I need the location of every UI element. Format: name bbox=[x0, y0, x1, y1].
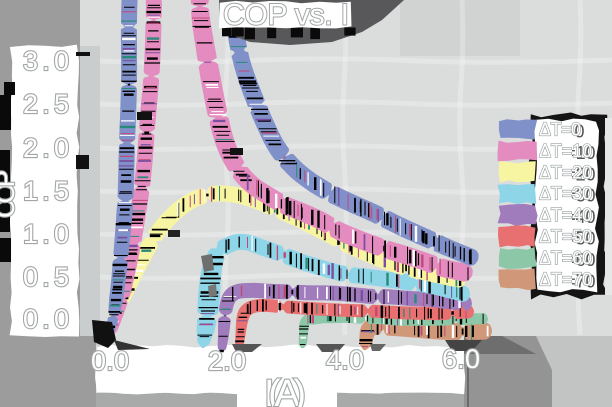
svg-text:0.0: 0.0 bbox=[23, 304, 69, 334]
svg-text:ΔT=60: ΔT=60 bbox=[543, 250, 596, 270]
svg-text:ΔT=40: ΔT=40 bbox=[543, 207, 596, 227]
svg-text:ΔT=10: ΔT=10 bbox=[539, 141, 592, 161]
svg-text:ΔT=0: ΔT=0 bbox=[543, 122, 585, 142]
svg-text:ΔT=10: ΔT=10 bbox=[543, 143, 596, 163]
svg-text:1.5: 1.5 bbox=[23, 176, 69, 206]
svg-text:6.0: 6.0 bbox=[442, 344, 480, 374]
svg-text:2.0: 2.0 bbox=[208, 346, 246, 376]
svg-text:I(A): I(A) bbox=[264, 373, 306, 407]
svg-text:COP vs. I: COP vs. I bbox=[223, 0, 349, 32]
svg-text:0.0: 0.0 bbox=[91, 346, 129, 376]
svg-text:1.0: 1.0 bbox=[23, 219, 69, 249]
svg-text:ΔT=20: ΔT=20 bbox=[543, 164, 596, 184]
svg-text:ΔT=30: ΔT=30 bbox=[539, 184, 592, 204]
svg-text:2.0: 2.0 bbox=[23, 133, 69, 163]
svg-text:4.0: 4.0 bbox=[326, 345, 364, 375]
svg-text:COP: COP bbox=[0, 170, 20, 218]
svg-text:ΔT=20: ΔT=20 bbox=[539, 162, 592, 182]
svg-text:ΔT=30: ΔT=30 bbox=[543, 186, 596, 206]
svg-text:ΔT=50: ΔT=50 bbox=[543, 229, 596, 249]
svg-text:0.5: 0.5 bbox=[23, 262, 69, 292]
svg-text:ΔT=40: ΔT=40 bbox=[539, 205, 592, 225]
svg-text:3.0: 3.0 bbox=[23, 46, 69, 76]
svg-text:ΔT=0: ΔT=0 bbox=[539, 120, 581, 140]
svg-text:2.5: 2.5 bbox=[23, 89, 69, 119]
svg-text:ΔT=70: ΔT=70 bbox=[543, 271, 596, 291]
svg-text:ΔT=50: ΔT=50 bbox=[539, 227, 592, 247]
svg-text:ΔT=70: ΔT=70 bbox=[539, 269, 592, 289]
svg-text:ΔT=60: ΔT=60 bbox=[539, 248, 592, 268]
